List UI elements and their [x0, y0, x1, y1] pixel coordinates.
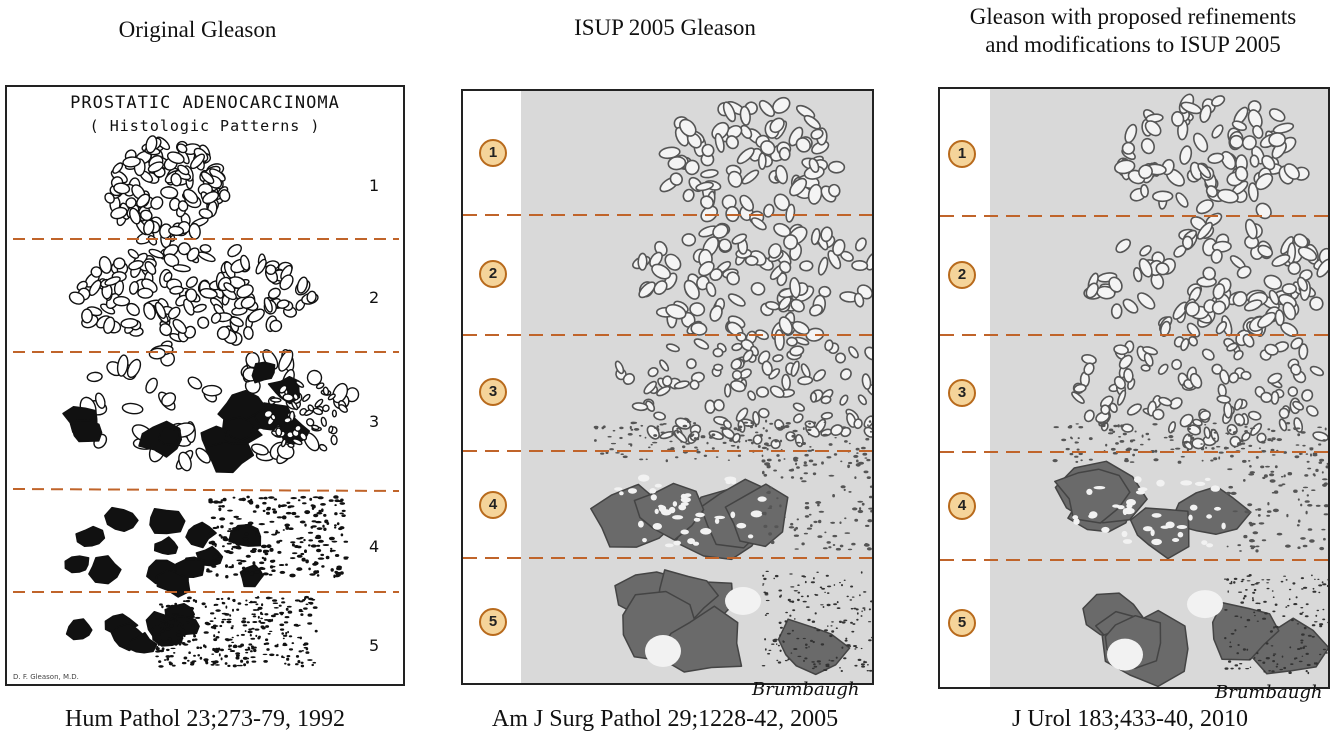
isup2005-pattern-drawing: [463, 91, 872, 683]
grade-badge-4: 4: [948, 492, 976, 520]
original-pattern-drawing: [12, 135, 400, 668]
refined-panel: 1 2 3 4 5: [938, 87, 1330, 689]
grade-badge-1: 1: [479, 139, 507, 167]
artist-credit: D. F. Gleason, M.D.: [13, 673, 79, 681]
grade-badge-4: 4: [479, 491, 507, 519]
citation-original: Hum Pathol 23;273-79, 1992: [65, 706, 345, 732]
isup2005-panel: 1 2 3 4 5: [461, 89, 874, 685]
grade-divider: [12, 488, 400, 492]
column-title-isup2005: ISUP 2005 Gleason: [574, 15, 756, 40]
grade-badge-3: 3: [479, 378, 507, 406]
grade-badge-5: 5: [479, 608, 507, 636]
artist-signature: Brumbaugh: [752, 679, 860, 700]
column-title-original: Original Gleason: [118, 17, 277, 42]
citation-isup2005: Am J Surg Pathol 29;1228-42, 2005: [491, 706, 839, 732]
artist-signature: Brumbaugh: [1215, 682, 1323, 703]
original-gleason-panel: PROSTATIC ADENOCARCINOMA ( Histologic Pa…: [5, 85, 405, 686]
grade-badge-5: 5: [948, 609, 976, 637]
grade-badge-1: 1: [948, 140, 976, 168]
diagram-subheader: ( Histologic Patterns ): [89, 117, 321, 135]
citation-refined: J Urol 183;433-40, 2010: [1012, 706, 1248, 732]
refined-pattern-drawing: [940, 89, 1328, 687]
grade-badge-2: 2: [479, 260, 507, 288]
grade-label-2: 2: [369, 288, 380, 307]
grade-label-3: 3: [369, 412, 380, 431]
grade-badge-2: 2: [948, 261, 976, 289]
column-title-refined: Gleason with proposed refinements and mo…: [969, 4, 1297, 57]
grade-badge-3: 3: [948, 379, 976, 407]
grade-label-4: 4: [369, 537, 380, 556]
grade-label-5: 5: [369, 636, 380, 655]
diagram-header: PROSTATIC ADENOCARCINOMA: [70, 93, 340, 113]
grade-label-1: 1: [369, 176, 380, 195]
